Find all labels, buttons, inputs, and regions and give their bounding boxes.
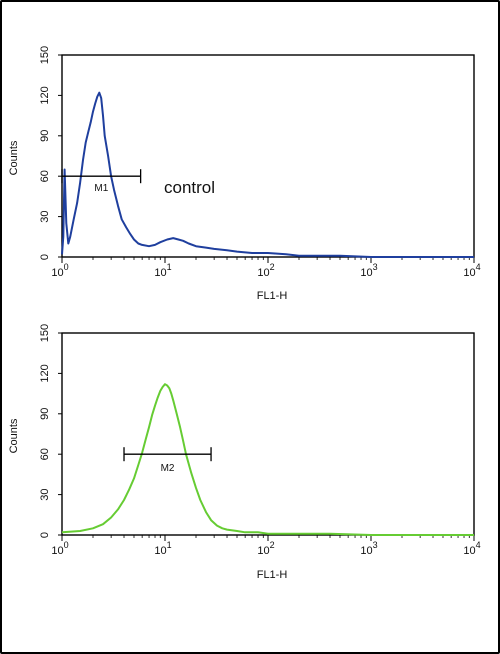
- x-tick-label: 102: [257, 262, 274, 279]
- x-tick-label: 104: [463, 540, 480, 557]
- y-tick-label: 150: [39, 46, 51, 64]
- x-tick-label: 101: [154, 540, 171, 557]
- gate-label: M2: [161, 463, 175, 474]
- x-axis-label: FL1-H: [257, 569, 288, 581]
- x-tick-label: 101: [154, 262, 171, 279]
- histogram-panel-1: 0 30 60 90 120 150 100 101 102 103 104 FL1-H Counts M…: [8, 46, 481, 302]
- histogram-panel-2: 0 30 60 90 120 150 100 101 102 103 104 FL1-H Counts M…: [8, 324, 481, 581]
- plot-area: [61, 332, 475, 536]
- y-axis-label: Counts: [8, 140, 20, 175]
- histogram-curve: [61, 91, 474, 258]
- x-tick-label: 103: [360, 540, 377, 557]
- annotation-text: control: [164, 178, 215, 197]
- plot-area: [61, 54, 475, 258]
- y-tick-label: 120: [39, 364, 51, 382]
- x-tick-label: 100: [51, 262, 68, 279]
- y-tick-label: 90: [39, 130, 51, 142]
- x-axis-label: FL1-H: [257, 290, 288, 302]
- y-tick-label: 30: [39, 488, 51, 500]
- y-tick-label: 60: [39, 170, 51, 182]
- y-tick-label: 150: [39, 324, 51, 342]
- y-tick-label: 0: [39, 254, 51, 260]
- gate-label: M1: [94, 183, 108, 194]
- x-tick-label: 103: [360, 262, 377, 279]
- x-tick-label: 100: [51, 540, 68, 557]
- y-tick-label: 30: [39, 210, 51, 222]
- y-axis-label: Counts: [8, 418, 20, 453]
- histogram-curve: [61, 383, 474, 536]
- y-tick-label: 60: [39, 448, 51, 460]
- y-tick-label: 90: [39, 408, 51, 420]
- y-tick-label: 0: [39, 532, 51, 538]
- x-tick-label: 102: [257, 540, 274, 557]
- x-tick-label: 104: [463, 262, 480, 279]
- y-tick-label: 120: [39, 86, 51, 104]
